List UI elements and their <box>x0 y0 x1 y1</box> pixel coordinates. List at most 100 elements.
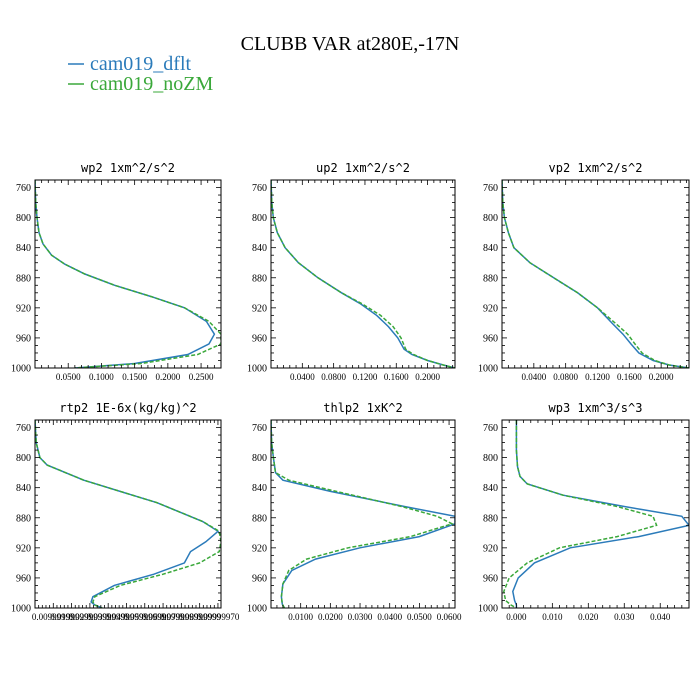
xtick-label: 0.0800 <box>321 372 346 382</box>
series-line-cam019_dflt <box>512 420 689 608</box>
ytick-label: 760 <box>252 423 267 434</box>
ytick-label: 760 <box>16 423 31 434</box>
plot-frame <box>270 419 456 609</box>
series-line-cam019_dflt <box>271 180 455 368</box>
xtick-label: 0.00999999 <box>32 612 75 622</box>
xtick-label: 0.0500 <box>56 372 81 382</box>
panel-4: thlp2 1xK^2 760 800 840 880 920 960 1000 0.0100 0… <box>247 401 462 622</box>
ytick-label: 800 <box>483 453 498 464</box>
xtick-label: 0.2500 <box>189 372 214 382</box>
series-line-cam019_dflt <box>35 420 220 608</box>
xtick-label: 0.020 <box>578 612 599 622</box>
xtick-label: 0.01999999 <box>50 612 93 622</box>
panel-title: wp2 1xm^2/s^2 <box>81 161 175 175</box>
panel-1: up2 1xm^2/s^2 760 800 840 880 920 960 1000 0.040… <box>247 161 456 382</box>
xtick-label: 0.0100 <box>288 612 313 622</box>
ytick-label: 1000 <box>247 364 267 375</box>
panel-title: rtp2 1E-6x(kg/kg)^2 <box>59 401 196 415</box>
ytick-label: 1000 <box>478 364 498 375</box>
xtick-label: 0.0400 <box>290 372 315 382</box>
ytick-label: 920 <box>252 303 267 314</box>
ytick-label: 1000 <box>11 604 31 615</box>
panel-5: wp3 1xm^3/s^3 760 800 840 880 920 960 1000 0.000… <box>478 401 690 622</box>
ytick-label: 920 <box>483 303 498 314</box>
ytick-label: 840 <box>483 483 498 494</box>
ytick-label: 920 <box>16 303 31 314</box>
ytick-label: 880 <box>16 513 31 524</box>
panels: wp2 1xm^2/s^2 760 800 840 880 920 960 1000 0.050… <box>11 161 690 622</box>
series-line-cam019_dflt <box>502 180 689 368</box>
series-line-cam019_noZM <box>503 420 658 608</box>
ytick-label: 840 <box>16 483 31 494</box>
plot-frame <box>270 179 456 369</box>
ytick-label: 960 <box>252 333 267 344</box>
ytick-label: 960 <box>16 333 31 344</box>
legend: cam019_dflt cam019_noZM <box>68 53 214 95</box>
figure-title: CLUBB VAR at280E,-17N <box>241 33 460 55</box>
ytick-label: 960 <box>16 573 31 584</box>
ytick-label: 800 <box>16 453 31 464</box>
plot-frame <box>34 179 222 369</box>
ytick-label: 800 <box>16 213 31 224</box>
ytick-label: 960 <box>483 573 498 584</box>
ytick-label: 880 <box>252 273 267 284</box>
series-line-cam019_noZM <box>271 180 455 368</box>
panel-3: rtp2 1E-6x(kg/kg)^2 760 800 840 880 920 960 100… <box>11 401 240 622</box>
series-line-cam019_noZM <box>35 180 221 368</box>
legend-label-nozm: cam019_noZM <box>90 73 214 95</box>
xtick-label: 0.0400 <box>521 372 546 382</box>
legend-label-dflt: cam019_dflt <box>90 53 192 75</box>
xtick-label: 0.04999999 <box>105 612 148 622</box>
ytick-label: 840 <box>252 243 267 254</box>
xtick-label: 0.040 <box>650 612 671 622</box>
xtick-label: 0.1000 <box>89 372 114 382</box>
xtick-label: 0.0500 <box>407 612 432 622</box>
xtick-label: 0.010 <box>542 612 563 622</box>
xtick-label: 0.0400 <box>377 612 402 622</box>
ytick-label: 920 <box>16 543 31 554</box>
ytick-label: 800 <box>483 213 498 224</box>
xtick-label: 0.09999970 <box>197 612 240 622</box>
xtick-label: 0.08999999 <box>178 612 221 622</box>
xtick-label: 0.1200 <box>353 372 378 382</box>
xtick-label: 0.0200 <box>318 612 343 622</box>
xtick-label: 0.0600 <box>437 612 462 622</box>
ytick-label: 920 <box>252 543 267 554</box>
series-line-cam019_dflt <box>35 180 216 368</box>
ytick-label: 840 <box>252 483 267 494</box>
plot-frame <box>34 419 222 609</box>
ytick-label: 880 <box>483 513 498 524</box>
xtick-label: 0.0300 <box>348 612 373 622</box>
xtick-label: 0.0800 <box>553 372 578 382</box>
panel-title: up2 1xm^2/s^2 <box>316 161 410 175</box>
ytick-label: 760 <box>483 423 498 434</box>
ytick-label: 920 <box>483 543 498 554</box>
ytick-label: 760 <box>252 183 267 194</box>
xtick-label: 0.06999999 <box>142 612 185 622</box>
xtick-label: 0.2000 <box>415 372 440 382</box>
xtick-label: 0.1600 <box>384 372 409 382</box>
xtick-label: 0.1600 <box>617 372 642 382</box>
series-line-cam019_noZM <box>271 420 454 608</box>
ytick-label: 960 <box>483 333 498 344</box>
ytick-label: 1000 <box>478 604 498 615</box>
ytick-label: 760 <box>483 183 498 194</box>
panel-2: vp2 1xm^2/s^2 760 800 840 880 920 960 1000 0.040… <box>478 161 690 382</box>
plot-frame <box>501 419 690 609</box>
panel-title: thlp2 1xK^2 <box>323 401 402 415</box>
panel-title: wp3 1xm^3/s^3 <box>549 401 643 415</box>
xtick-label: 0.07999999 <box>160 612 203 622</box>
ytick-label: 960 <box>252 573 267 584</box>
ytick-label: 840 <box>16 243 31 254</box>
ytick-label: 880 <box>16 273 31 284</box>
xtick-label: 0.2000 <box>155 372 180 382</box>
ytick-label: 880 <box>483 273 498 284</box>
panel-0: wp2 1xm^2/s^2 760 800 840 880 920 960 1000 0.050… <box>11 161 222 382</box>
ytick-label: 800 <box>252 453 267 464</box>
xtick-label: 0.030 <box>614 612 635 622</box>
ytick-label: 760 <box>16 183 31 194</box>
xtick-label: 0.03999999 <box>87 612 130 622</box>
xtick-label: 0.1500 <box>122 372 147 382</box>
series-line-cam019_noZM <box>502 180 689 368</box>
